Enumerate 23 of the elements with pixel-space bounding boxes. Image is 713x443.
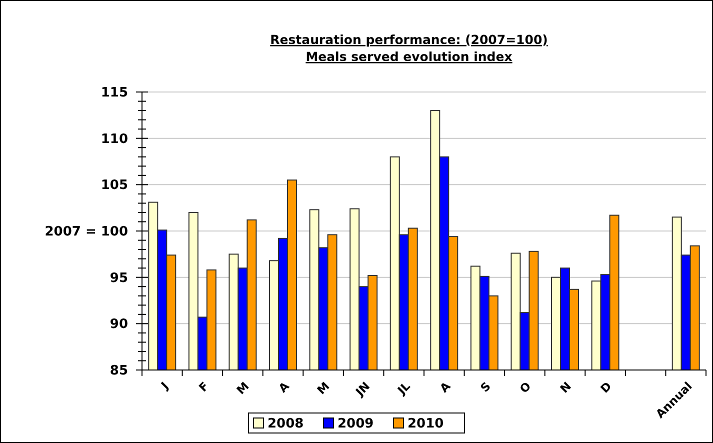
y-tick-label: 95 — [110, 270, 128, 286]
x-tick-label: M — [314, 379, 332, 398]
x-tick-label: N — [557, 379, 574, 396]
x-tick-label: S — [478, 379, 494, 395]
x-tick-label: O — [516, 378, 534, 396]
x-tick-label: A — [436, 379, 454, 396]
chart-title: Restauration performance: (2007=100) Meals served evolution index — [270, 32, 548, 64]
x-tick-label: D — [598, 379, 614, 396]
legend-label: 2008 — [268, 416, 304, 432]
x-tick-label: JN — [352, 379, 373, 400]
x-tick-label: A — [276, 379, 292, 396]
x-tick-label: M — [234, 379, 252, 398]
x-tick-label: JL — [394, 378, 414, 398]
x-tick-label: F — [196, 379, 212, 395]
y-tick-label: 110 — [100, 132, 128, 147]
legend-label: 2010 — [408, 416, 444, 432]
y-tick-label: 85 — [110, 364, 128, 379]
x-tick-label: J — [157, 379, 172, 393]
y-tick-label: 105 — [100, 178, 128, 194]
y-tick-label: 115 — [100, 86, 128, 101]
y-tick-label: 90 — [110, 317, 128, 332]
legend-label: 2009 — [338, 416, 374, 432]
y-tick-label: 2007 = 100 — [44, 224, 128, 240]
